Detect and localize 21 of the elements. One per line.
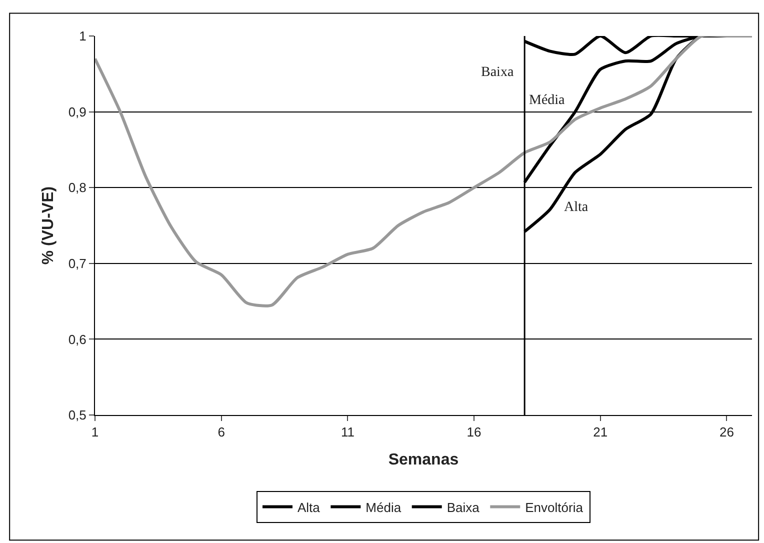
annotation: Média [529, 93, 566, 108]
y-axis-title: % (VU-VE) [40, 186, 58, 265]
y-tick-label: 0,8 [68, 180, 86, 196]
x-tick-label: 11 [340, 424, 354, 440]
legend-label: Envoltória [525, 500, 584, 515]
y-tick-label: 0,6 [68, 332, 86, 347]
y-tick-label: 0,9 [68, 104, 86, 120]
legend-label: Alta [298, 500, 321, 515]
annotation: Baixa [481, 65, 514, 80]
x-tick-label: 16 [466, 424, 482, 440]
x-tick-label: 26 [719, 424, 734, 440]
legend-label: Baixa [446, 500, 480, 515]
y-tick-label: 0,7 [68, 256, 86, 271]
x-tick-label: 1 [91, 424, 99, 440]
y-tick-label: 1 [79, 28, 86, 44]
x-axis-title: Semanas [388, 451, 459, 468]
legend-label: Média [366, 500, 402, 515]
y-tick-label: 0,5 [68, 408, 86, 423]
x-tick-label: 21 [593, 424, 608, 440]
x-tick-label: 6 [218, 424, 225, 440]
annotation: Alta [564, 200, 589, 215]
